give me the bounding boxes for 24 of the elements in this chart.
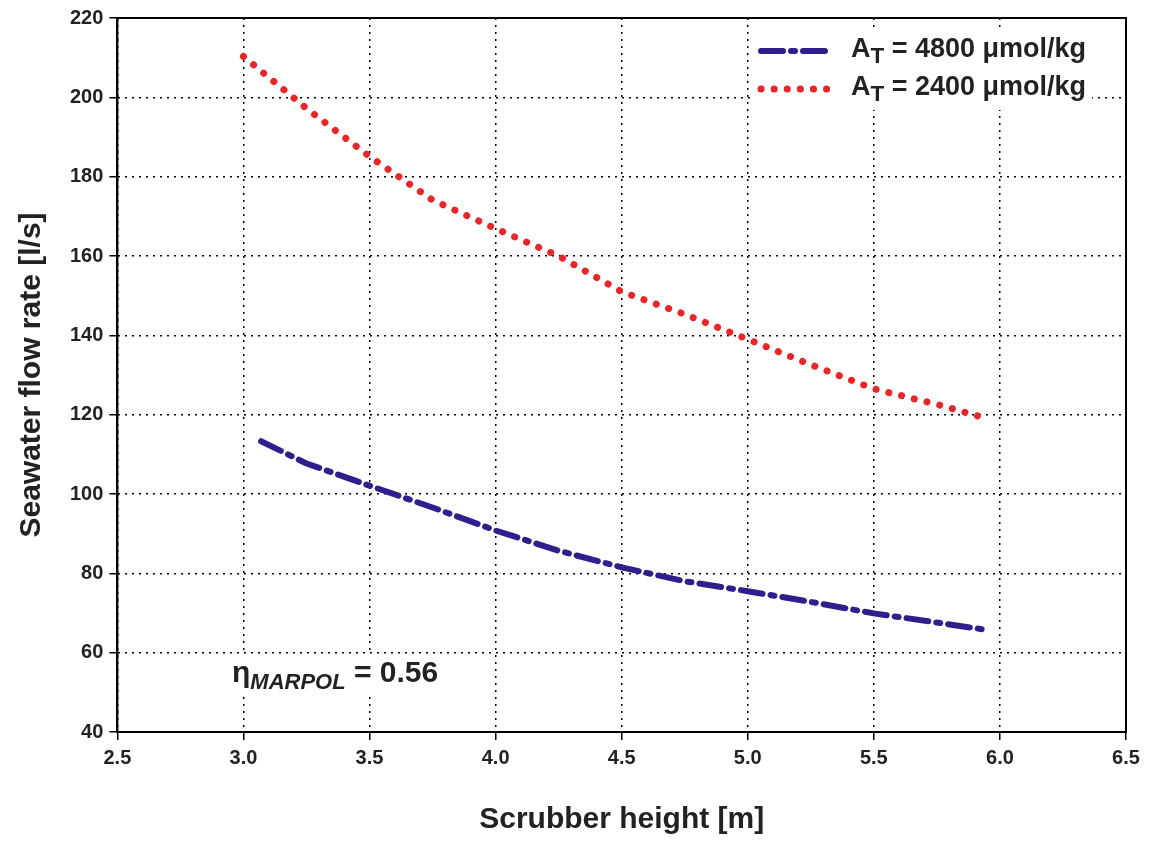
x-tick-label: 4.5 xyxy=(607,745,636,768)
y-tick-label: 120 xyxy=(69,402,104,425)
annotation: η$_{MARPOL}$ = 0.56 xyxy=(232,655,439,695)
y-tick-label: 60 xyxy=(81,640,104,663)
x-tick-label: 3.5 xyxy=(355,745,384,768)
x-tick-label: 2.5 xyxy=(103,745,132,768)
x-axis-title: Scrubber height [m] xyxy=(479,801,765,835)
y-tick-label: 80 xyxy=(81,560,104,583)
x-tick-label: 3.0 xyxy=(229,745,258,768)
legend-label: A$_{T}$ = 2400 μmol/kg xyxy=(850,70,1086,108)
y-tick-label: 180 xyxy=(69,164,104,187)
x-tick-label: 6.5 xyxy=(1112,745,1140,768)
y-axis-title: Seawater flow rate [l/s] xyxy=(13,212,47,538)
y-tick-label: 200 xyxy=(69,84,104,107)
x-tick-label: 5.0 xyxy=(733,745,762,768)
x-tick-label: 5.5 xyxy=(859,745,888,768)
x-tick-label: 4.0 xyxy=(481,745,510,768)
y-tick-label: 140 xyxy=(69,322,104,345)
y-tick-label: 220 xyxy=(69,5,104,28)
y-tick-label: 100 xyxy=(69,481,104,504)
legend-label: A$_{T}$ = 4800 μmol/kg xyxy=(850,32,1086,70)
x-tick-label: 6.0 xyxy=(986,745,1014,768)
y-tick-label: 160 xyxy=(69,243,104,266)
y-tick-label: 40 xyxy=(81,719,104,742)
